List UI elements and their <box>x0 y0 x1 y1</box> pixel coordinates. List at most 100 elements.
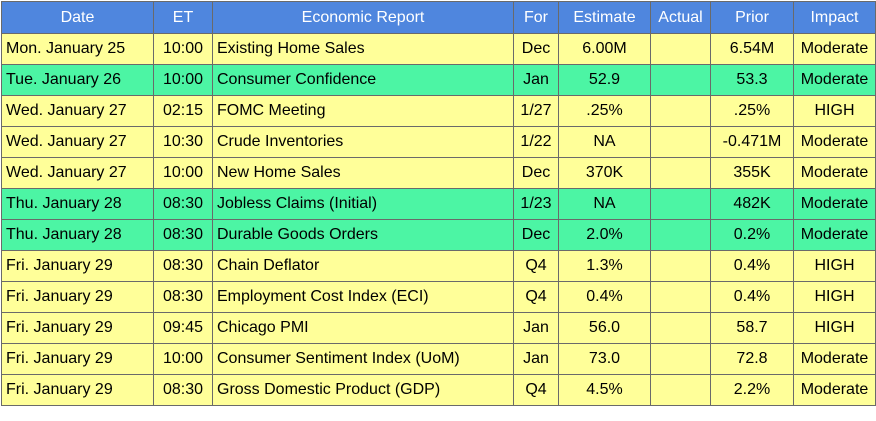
report-cell: New Home Sales <box>212 157 514 189</box>
period-cell: Jan <box>513 312 559 344</box>
column-header-prior: Prior <box>710 1 794 34</box>
period-cell: 1/22 <box>513 126 559 158</box>
date-cell: Thu. January 28 <box>1 219 154 251</box>
time-cell: 10:00 <box>153 343 213 375</box>
report-cell: FOMC Meeting <box>212 95 514 127</box>
report-cell: Employment Cost Index (ECI) <box>212 281 514 313</box>
time-cell: 10:00 <box>153 33 213 65</box>
report-cell: Existing Home Sales <box>212 33 514 65</box>
period-cell: Dec <box>513 33 559 65</box>
prior-cell: 2.2% <box>710 374 794 406</box>
impact-cell: Moderate <box>793 188 876 220</box>
impact-cell: Moderate <box>793 157 876 189</box>
date-cell: Fri. January 29 <box>1 281 154 313</box>
estimate-cell: 73.0 <box>558 343 651 375</box>
actual-cell <box>650 95 711 127</box>
report-cell: Crude Inventories <box>212 126 514 158</box>
actual-cell <box>650 33 711 65</box>
period-cell: Q4 <box>513 281 559 313</box>
table-row: Tue. January 26 10:00 Consumer Confidence J… <box>1 64 876 96</box>
prior-cell: 53.3 <box>710 64 794 96</box>
date-cell: Tue. January 26 <box>1 64 154 96</box>
prior-cell: 0.4% <box>710 250 794 282</box>
prior-cell: -0.471M <box>710 126 794 158</box>
table-row: Fri. January 29 10:00 Consumer Sentiment I… <box>1 343 876 375</box>
column-header-et: ET <box>153 1 213 34</box>
period-cell: Jan <box>513 343 559 375</box>
report-cell: Durable Goods Orders <box>212 219 514 251</box>
column-header-actual: Actual <box>650 1 711 34</box>
period-cell: Jan <box>513 64 559 96</box>
header-row: Date ET Economic Report For Estimate Act… <box>1 1 876 34</box>
estimate-cell: NA <box>558 188 651 220</box>
impact-cell: Moderate <box>793 33 876 65</box>
period-cell: Dec <box>513 219 559 251</box>
prior-cell: 58.7 <box>710 312 794 344</box>
report-cell: Chicago PMI <box>212 312 514 344</box>
period-cell: 1/23 <box>513 188 559 220</box>
actual-cell <box>650 250 711 282</box>
table-row: Fri. January 29 08:30 Gross Domestic Produ… <box>1 374 876 406</box>
date-cell: Fri. January 29 <box>1 374 154 406</box>
actual-cell <box>650 219 711 251</box>
prior-cell: 0.4% <box>710 281 794 313</box>
estimate-cell: 52.9 <box>558 64 651 96</box>
time-cell: 08:30 <box>153 188 213 220</box>
estimate-cell: 2.0% <box>558 219 651 251</box>
actual-cell <box>650 64 711 96</box>
date-cell: Wed. January 27 <box>1 126 154 158</box>
report-cell: Consumer Sentiment Index (UoM) <box>212 343 514 375</box>
report-cell: Gross Domestic Product (GDP) <box>212 374 514 406</box>
impact-cell: Moderate <box>793 374 876 406</box>
table-row: Thu. January 28 08:30 Jobless Claims (Init… <box>1 188 876 220</box>
estimate-cell: 370K <box>558 157 651 189</box>
economic-calendar-table: Date ET Economic Report For Estimate Act… <box>1 1 876 406</box>
table-row: Wed. January 27 02:15 FOMC Meeting 1/27.25%… <box>1 95 876 127</box>
impact-cell: Moderate <box>793 126 876 158</box>
time-cell: 09:45 <box>153 312 213 344</box>
impact-cell: HIGH <box>793 312 876 344</box>
time-cell: 02:15 <box>153 95 213 127</box>
column-header-date: Date <box>1 1 154 34</box>
period-cell: 1/27 <box>513 95 559 127</box>
report-cell: Consumer Confidence <box>212 64 514 96</box>
prior-cell: 482K <box>710 188 794 220</box>
actual-cell <box>650 188 711 220</box>
column-header-estimate: Estimate <box>558 1 651 34</box>
time-cell: 08:30 <box>153 374 213 406</box>
estimate-cell: 6.00M <box>558 33 651 65</box>
time-cell: 08:30 <box>153 281 213 313</box>
table-row: Wed. January 27 10:00 New Home Sales Dec 370… <box>1 157 876 189</box>
estimate-cell: 0.4% <box>558 281 651 313</box>
column-header-for: For <box>513 1 559 34</box>
impact-cell: Moderate <box>793 64 876 96</box>
actual-cell <box>650 343 711 375</box>
table-body: Mon. January 25 10:00 Existing Home Sales D… <box>1 33 876 406</box>
report-cell: Jobless Claims (Initial) <box>212 188 514 220</box>
date-cell: Fri. January 29 <box>1 312 154 344</box>
date-cell: Fri. January 29 <box>1 250 154 282</box>
time-cell: 10:30 <box>153 126 213 158</box>
estimate-cell: 4.5% <box>558 374 651 406</box>
actual-cell <box>650 281 711 313</box>
impact-cell: HIGH <box>793 281 876 313</box>
period-cell: Q4 <box>513 250 559 282</box>
estimate-cell: .25% <box>558 95 651 127</box>
impact-cell: HIGH <box>793 250 876 282</box>
estimate-cell: 56.0 <box>558 312 651 344</box>
column-header-economic-report: Economic Report <box>212 1 514 34</box>
table-row: Wed. January 27 10:30 Crude Inventories 1/2… <box>1 126 876 158</box>
date-cell: Thu. January 28 <box>1 188 154 220</box>
column-header-impact: Impact <box>793 1 876 34</box>
period-cell: Q4 <box>513 374 559 406</box>
estimate-cell: NA <box>558 126 651 158</box>
actual-cell <box>650 126 711 158</box>
actual-cell <box>650 157 711 189</box>
date-cell: Wed. January 27 <box>1 95 154 127</box>
date-cell: Mon. January 25 <box>1 33 154 65</box>
impact-cell: HIGH <box>793 95 876 127</box>
table-row: Thu. January 28 08:30 Durable Goods Orders… <box>1 219 876 251</box>
prior-cell: 6.54M <box>710 33 794 65</box>
actual-cell <box>650 374 711 406</box>
